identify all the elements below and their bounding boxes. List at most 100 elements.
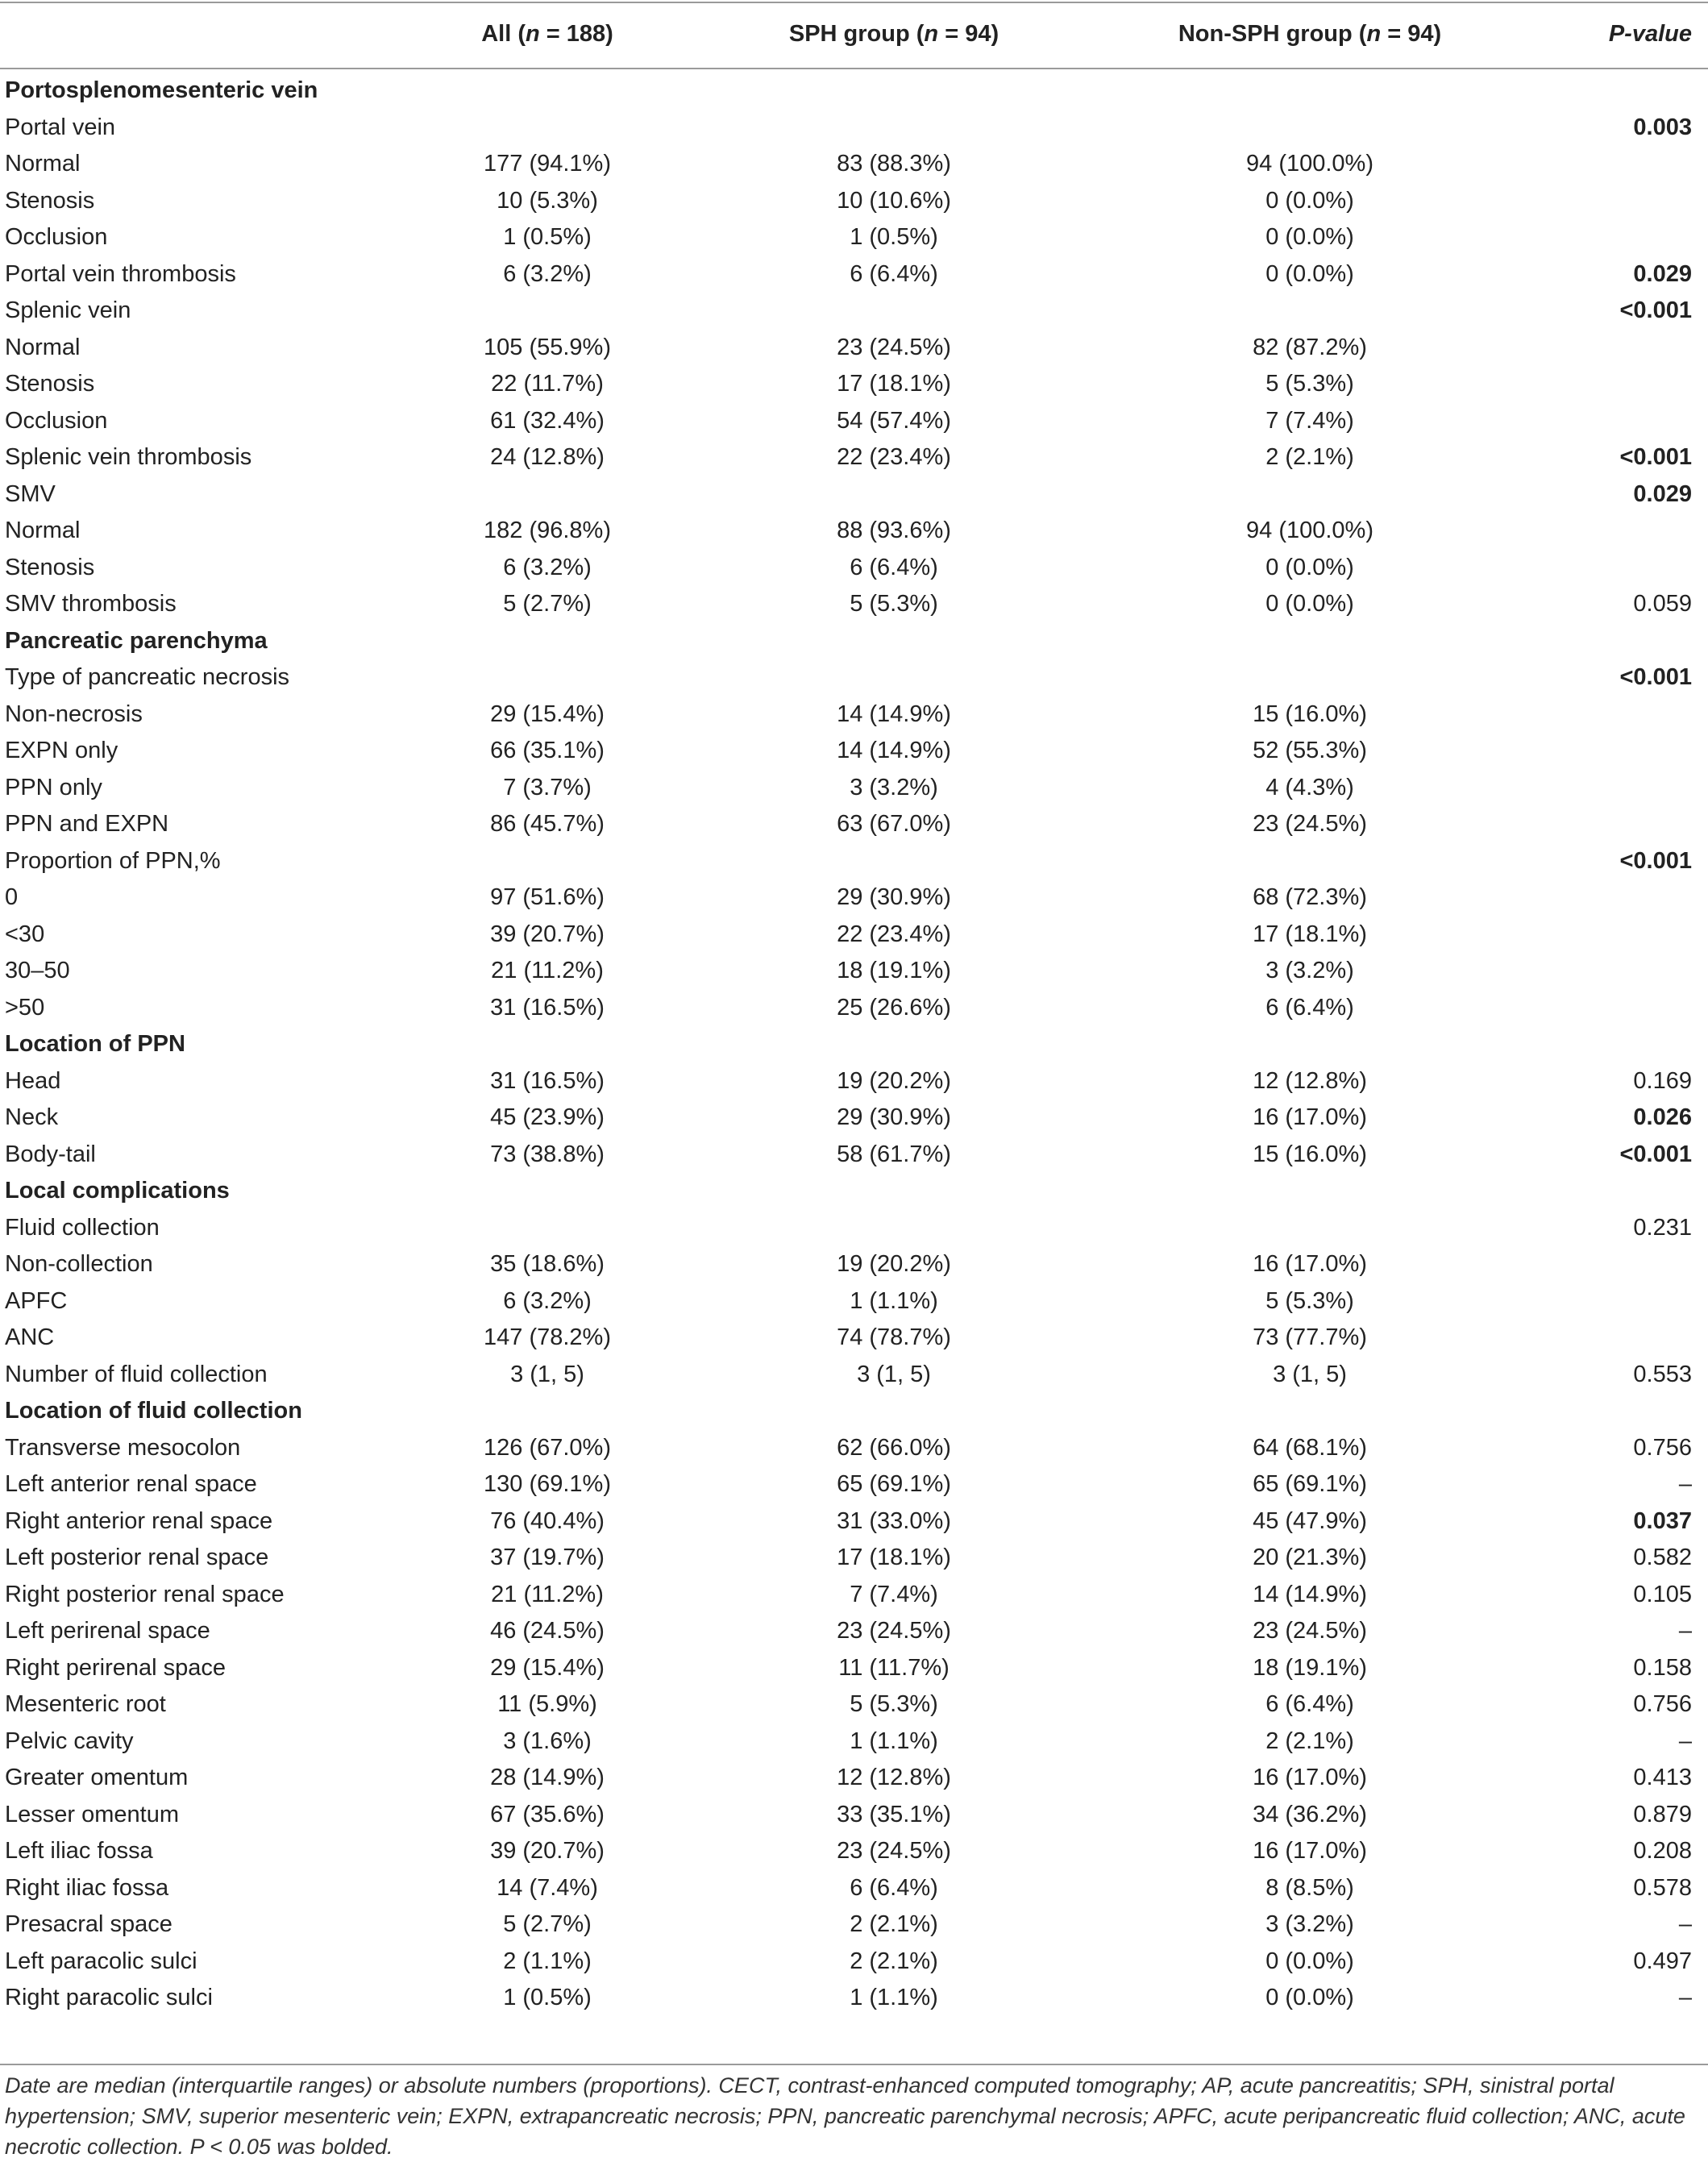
table-row: Normal 177 (94.1%) 83 (88.3%) 94 (100.0%) [0, 146, 1708, 183]
table-row: Body-tail 73 (38.8%) 58 (61.7%) 15 (16.0%) <… [0, 1137, 1708, 1174]
cell-sph: 17 (18.1%) [837, 371, 951, 397]
cell-p-value: – [1678, 1471, 1692, 1497]
cell-sph: 33 (35.1%) [837, 1801, 951, 1827]
table-row: Non-necrosis 29 (15.4%) 14 (14.9%) 15 (16.0… [0, 696, 1708, 734]
cell-all: 61 (32.4%) [490, 407, 605, 434]
row-label: Left paracolic sulci [5, 1948, 197, 1974]
table-row: Number of fluid collection 3 (1, 5) 3 (1, … [0, 1357, 1708, 1394]
table-row: Lesser omentum 67 (35.6%) 33 (35.1%) 34 (36… [0, 1797, 1708, 1834]
cell-non-sph: 16 (17.0%) [1253, 1104, 1367, 1130]
cell-all: 35 (18.6%) [490, 1251, 605, 1277]
cell-all: 126 (67.0%) [484, 1434, 611, 1461]
table-row: Left anterior renal space 130 (69.1%) 65 (… [0, 1466, 1708, 1503]
table-row: Right perirenal space 29 (15.4%) 11 (11.7%… [0, 1650, 1708, 1687]
cell-non-sph: 68 (72.3%) [1253, 884, 1367, 910]
cell-non-sph: 15 (16.0%) [1253, 1141, 1367, 1167]
cell-sph: 5 (5.3%) [850, 591, 938, 617]
row-label: Local complications [5, 1178, 230, 1204]
cell-all: 31 (16.5%) [490, 1067, 605, 1094]
cell-non-sph: 94 (100.0%) [1246, 518, 1373, 543]
row-label: Proportion of PPN,% [5, 847, 221, 874]
cell-non-sph: 12 (12.8%) [1253, 1067, 1367, 1094]
row-label: Presacral space [5, 1911, 172, 1937]
table-row: Right iliac fossa 14 (7.4%) 6 (6.4%) 8 (8.5… [0, 1870, 1708, 1907]
cell-p-value: 0.578 [1633, 1874, 1692, 1901]
cell-sph: 12 (12.8%) [837, 1765, 951, 1790]
row-label: Portal vein thrombosis [5, 260, 236, 287]
cell-non-sph: 14 (14.9%) [1253, 1581, 1367, 1607]
cell-non-sph: 34 (36.2%) [1253, 1801, 1367, 1827]
table-row: Transverse mesocolon 126 (67.0%) 62 (66.0%… [0, 1430, 1708, 1467]
cell-sph: 18 (19.1%) [837, 958, 951, 983]
row-label: Splenic vein thrombosis [5, 444, 252, 470]
cell-all: 1 (0.5%) [503, 224, 592, 250]
cell-all: 39 (20.7%) [490, 1838, 605, 1864]
bottom-rule [0, 2064, 1708, 2065]
cell-p-value: 0.413 [1633, 1765, 1692, 1790]
row-label: Non-collection [5, 1251, 153, 1277]
cell-p-value: – [1678, 1985, 1692, 2010]
cell-non-sph: 3 (3.2%) [1265, 1911, 1354, 1937]
row-label: ANC [5, 1324, 55, 1350]
cell-non-sph: 2 (2.1%) [1265, 1728, 1354, 1754]
cell-p-value: 0.231 [1633, 1214, 1692, 1241]
cell-sph: 88 (93.6%) [837, 518, 951, 543]
cell-all: 37 (19.7%) [490, 1545, 605, 1570]
cell-p-value: 0.037 [1633, 1507, 1692, 1534]
table-row: SMV 0.029 [0, 476, 1708, 513]
cell-sph: 63 (67.0%) [837, 811, 951, 837]
cell-non-sph: 82 (87.2%) [1253, 334, 1367, 360]
table-row: Head 31 (16.5%) 19 (20.2%) 12 (12.8%) 0.169 [0, 1063, 1708, 1100]
cell-all: 76 (40.4%) [490, 1507, 605, 1534]
row-label: Pelvic cavity [5, 1728, 134, 1754]
row-label: EXPN only [5, 738, 118, 763]
cell-sph: 22 (23.4%) [837, 444, 951, 470]
cell-sph: 29 (30.9%) [837, 1104, 951, 1130]
cell-all: 6 (3.2%) [503, 554, 592, 580]
cell-p-value: – [1678, 1618, 1692, 1644]
cell-sph: 6 (6.4%) [850, 1874, 938, 1901]
table-row: 0 97 (51.6%) 29 (30.9%) 68 (72.3%) [0, 879, 1708, 917]
table-row: <30 39 (20.7%) 22 (23.4%) 17 (18.1%) [0, 917, 1708, 954]
cell-all: 6 (3.2%) [503, 1287, 592, 1314]
cell-non-sph: 3 (3.2%) [1265, 958, 1354, 983]
row-label: Location of PPN [5, 1031, 185, 1057]
row-label: Transverse mesocolon [5, 1434, 241, 1461]
cell-sph: 3 (3.2%) [850, 774, 938, 800]
cell-non-sph: 18 (19.1%) [1253, 1654, 1367, 1681]
section-header-row: Local complications [0, 1173, 1708, 1210]
cell-non-sph: 94 (100.0%) [1246, 151, 1373, 177]
row-label: Normal [5, 518, 81, 543]
table-row: Normal 182 (96.8%) 88 (93.6%) 94 (100.0%) [0, 513, 1708, 550]
cell-sph: 1 (0.5%) [850, 224, 938, 250]
table-row: Left iliac fossa 39 (20.7%) 23 (24.5%) 16 (… [0, 1833, 1708, 1870]
row-label: Stenosis [5, 554, 95, 580]
cell-sph: 58 (61.7%) [837, 1141, 951, 1167]
table-footnote: Date are median (interquartile ranges) o… [5, 2073, 1685, 2159]
row-label: Right perirenal space [5, 1654, 226, 1681]
cell-all: 21 (11.2%) [491, 1581, 604, 1607]
header-non-sph-label: Non-SPH group (n = 94) [1178, 20, 1442, 47]
table-row: Greater omentum 28 (14.9%) 12 (12.8%) 16 (1… [0, 1760, 1708, 1797]
table-row: Pelvic cavity 3 (1.6%) 1 (1.1%) 2 (2.1%) – [0, 1723, 1708, 1761]
cell-non-sph: 6 (6.4%) [1265, 994, 1354, 1021]
table-row: Left perirenal space 46 (24.5%) 23 (24.5%)… [0, 1613, 1708, 1650]
cell-all: 14 (7.4%) [497, 1874, 598, 1901]
table-row: APFC 6 (3.2%) 1 (1.1%) 5 (5.3%) [0, 1283, 1708, 1320]
cell-all: 10 (5.3%) [497, 187, 598, 214]
cell-sph: 1 (1.1%) [850, 1728, 938, 1754]
cell-p-value: 0.169 [1633, 1067, 1692, 1094]
cell-p-value: 0.003 [1633, 114, 1692, 140]
row-label: Right posterior renal space [5, 1581, 285, 1607]
cell-all: 3 (1.6%) [503, 1728, 592, 1754]
table-row: SMV thrombosis 5 (2.7%) 5 (5.3%) 0 (0.0%) 0.… [0, 586, 1708, 623]
row-label: SMV thrombosis [5, 591, 177, 617]
cell-p-value: 0.553 [1633, 1361, 1692, 1387]
section-header-row: Location of fluid collection [0, 1393, 1708, 1430]
cell-sph: 7 (7.4%) [850, 1581, 938, 1607]
cell-all: 6 (3.2%) [503, 260, 592, 287]
cell-non-sph: 3 (1, 5) [1273, 1361, 1347, 1387]
cell-sph: 29 (30.9%) [837, 884, 951, 910]
cell-p-value: 0.756 [1633, 1434, 1692, 1461]
